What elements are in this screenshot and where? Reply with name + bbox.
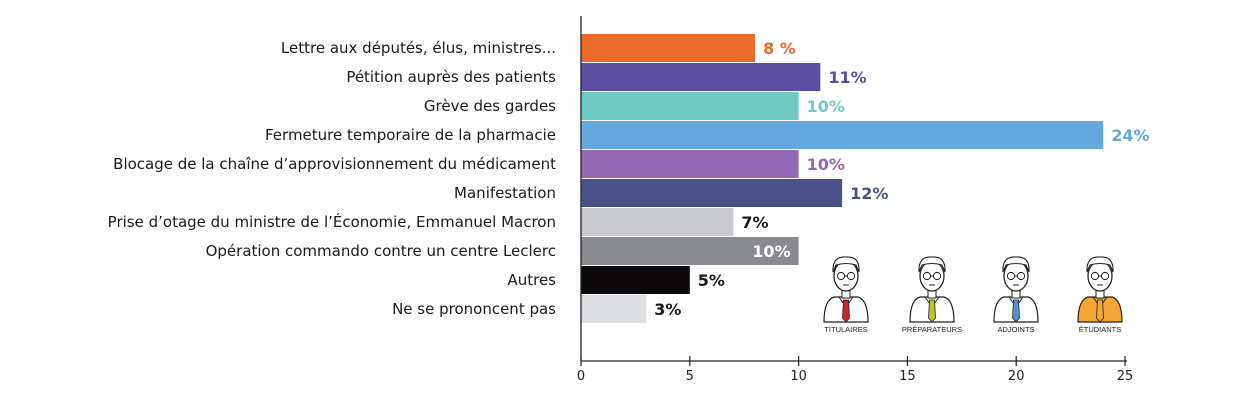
- preparateur-icon: [909, 256, 955, 323]
- bar: [581, 150, 799, 178]
- person-label: ÉTUDIANTS: [1079, 325, 1122, 334]
- bar: [581, 92, 799, 120]
- bar: [581, 63, 821, 91]
- bar: [581, 179, 843, 207]
- x-tick-label: 10: [790, 369, 807, 384]
- x-tick-label: 20: [1008, 369, 1025, 384]
- person-label: PRÉPARATEURS: [902, 325, 962, 334]
- adjoint-icon: [993, 256, 1039, 323]
- bar: [581, 208, 734, 236]
- value-label: 10%: [752, 242, 790, 261]
- category-label: Prise d’otage du ministre de l’Économie,…: [108, 212, 556, 231]
- bar: [581, 34, 756, 62]
- category-label: Manifestation: [454, 184, 556, 202]
- bar: [581, 295, 647, 323]
- x-tick-label: 25: [1117, 369, 1134, 384]
- x-tick-label: 15: [899, 369, 916, 384]
- x-tick-label: 0: [577, 369, 585, 384]
- bar: [581, 266, 690, 294]
- bar: [581, 121, 1104, 149]
- value-label: 3%: [654, 300, 681, 319]
- category-label: Fermeture temporaire de la pharmacie: [265, 126, 556, 144]
- category-label: Pétition auprès des patients: [346, 68, 556, 86]
- value-label: 10%: [807, 155, 845, 174]
- category-label: Autres: [507, 271, 556, 289]
- person-label: TITULAIRES: [824, 325, 867, 334]
- value-label: 24%: [1111, 126, 1149, 145]
- bar: [581, 237, 799, 265]
- titulaire-icon: [823, 256, 869, 323]
- people-legend: TITULAIRES PRÉPARATEURS ADJOINTS ÉTUDIANTS: [823, 256, 1123, 334]
- etudiant-icon: [1077, 256, 1123, 323]
- category-label: Grève des gardes: [424, 97, 556, 115]
- value-label: 11%: [828, 68, 866, 87]
- value-label: 10%: [807, 97, 845, 116]
- value-label: 5%: [698, 271, 725, 290]
- value-label: 7%: [741, 213, 768, 232]
- x-tick-label: 5: [686, 369, 694, 384]
- x-axis: 0 5 10 15 20 25: [577, 16, 1133, 384]
- bars-layer: Lettre aux députés, élus, ministres... 8 …: [108, 34, 1150, 323]
- value-label: 12%: [850, 184, 888, 203]
- value-label: 8 %: [763, 39, 796, 58]
- category-label: Blocage de la chaîne d’approvisionnement…: [113, 155, 556, 173]
- category-label: Ne se prononcent pas: [392, 300, 556, 318]
- person-label: ADJOINTS: [997, 325, 1034, 334]
- category-label: Opération commando contre un centre Lecl…: [206, 242, 556, 260]
- category-label: Lettre aux députés, élus, ministres...: [281, 39, 556, 57]
